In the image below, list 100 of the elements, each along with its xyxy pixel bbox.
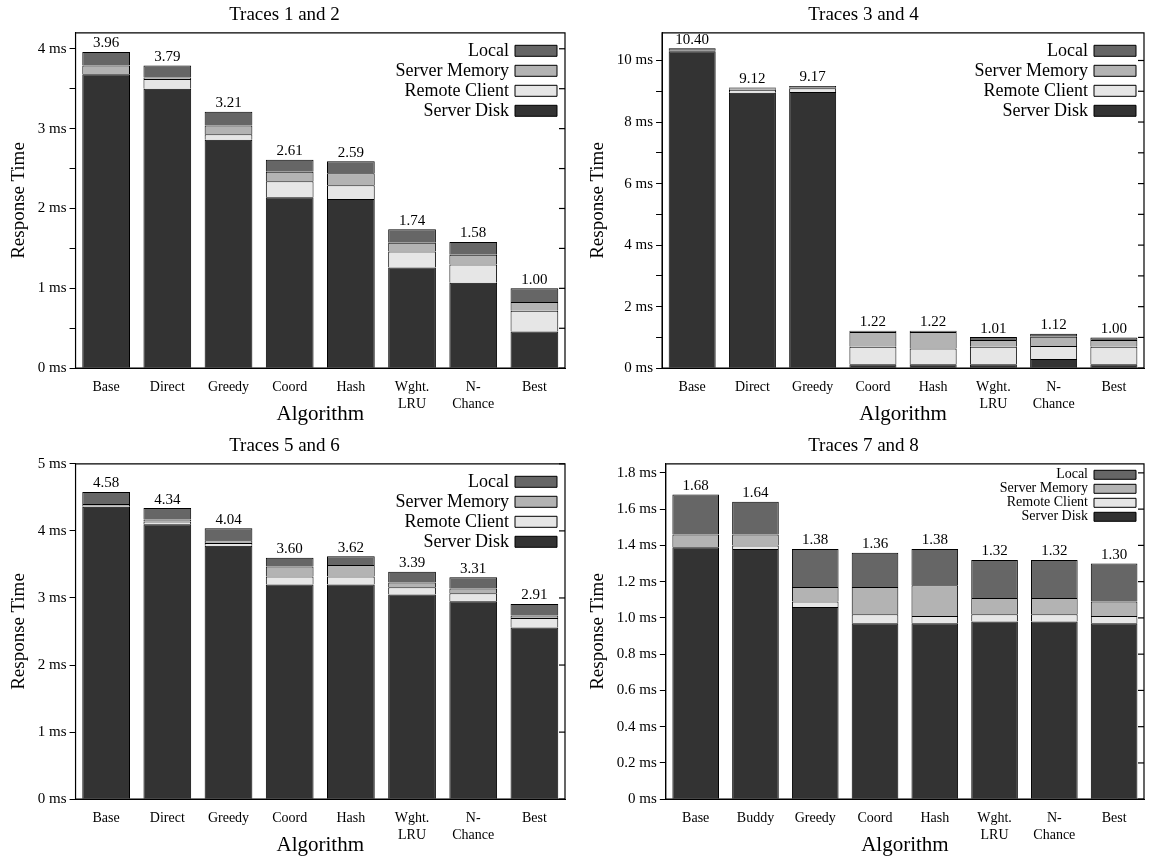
total-label: 1.32	[1041, 542, 1068, 559]
legend-label: Server Disk	[1021, 508, 1088, 524]
total-label: 1.68	[682, 477, 709, 494]
x-tick-label: Coord	[857, 810, 893, 826]
y-axis-title: Response Time	[586, 573, 608, 690]
y-tick-label: 1 ms	[37, 723, 67, 740]
legend-label: Server Disk	[423, 530, 509, 551]
x-tick-label: Hash	[920, 810, 950, 826]
y-tick-label: 1.6 ms	[616, 500, 657, 517]
total-label: 1.58	[460, 224, 487, 241]
y-tick-label: 1 ms	[37, 279, 67, 296]
total-label: 10.40	[675, 30, 710, 47]
x-tick-label: Best	[521, 379, 547, 395]
y-tick-label: 0 ms	[628, 790, 657, 807]
y-tick-label: 2 ms	[37, 199, 67, 216]
chart-title: Traces 5 and 6	[229, 434, 340, 456]
total-label: 1.36	[861, 535, 889, 552]
y-tick-label: 3 ms	[37, 119, 67, 136]
x-tick-label: Base	[92, 810, 120, 826]
total-label: 2.61	[276, 142, 303, 159]
total-label: 2.59	[337, 143, 364, 160]
total-label: 1.22	[859, 313, 887, 330]
total-label: 3.21	[215, 94, 242, 111]
y-axis-title: Response Time	[7, 142, 29, 259]
legend-label: Local	[1047, 39, 1088, 60]
legend-label: Server Memory	[974, 59, 1088, 80]
legend-label: Server Memory	[999, 480, 1088, 496]
y-tick-label: 10 ms	[616, 51, 654, 68]
x-tick-label: Wght. LRU	[394, 379, 430, 412]
total-label: 2.91	[521, 586, 548, 603]
x-axis-title: Algorithm	[276, 831, 365, 856]
x-tick-label: Coord	[855, 379, 891, 395]
x-tick-label: N- Chance	[452, 379, 495, 412]
x-tick-label: N- Chance	[1032, 379, 1075, 412]
x-tick-label: Direct	[149, 810, 185, 826]
total-label: 4.34	[154, 490, 181, 507]
total-label: 3.39	[398, 554, 426, 571]
x-tick-label: Wght. LRU	[976, 379, 1011, 412]
x-tick-label: Coord	[272, 379, 308, 395]
total-label: 1.38	[802, 531, 829, 548]
x-tick-label: N- Chance	[1033, 810, 1076, 843]
y-tick-label: 4 ms	[37, 521, 67, 538]
legend-label: Remote Client	[983, 79, 1088, 100]
x-tick-label: Base	[92, 379, 120, 395]
legend-label: Local	[1056, 466, 1089, 482]
total-label: 9.17	[799, 68, 827, 85]
total-label: 4.04	[215, 510, 243, 527]
legend-label: Server Disk	[1002, 99, 1088, 120]
y-tick-label: 0.2 ms	[616, 753, 657, 770]
y-tick-label: 4 ms	[37, 39, 67, 56]
x-tick-label: Coord	[272, 810, 308, 826]
x-tick-label: Best	[1101, 810, 1127, 826]
total-label: 1.22	[920, 313, 947, 330]
y-tick-label: 1.8 ms	[616, 463, 657, 480]
y-tick-label: 1.2 ms	[616, 572, 657, 589]
total-label: 1.30	[1100, 545, 1128, 562]
total-label: 3.79	[154, 47, 181, 64]
x-tick-label: Hash	[336, 379, 366, 395]
legend-label: Remote Client	[404, 510, 509, 531]
y-tick-label: 0 ms	[37, 359, 67, 376]
x-tick-label: Wght. LRU	[394, 810, 430, 843]
y-tick-label: 1.4 ms	[616, 536, 657, 553]
y-tick-label: 2 ms	[37, 655, 67, 672]
x-tick-label: Wght. LRU	[977, 810, 1012, 843]
total-label: 1.00	[521, 270, 548, 287]
y-tick-label: 0 ms	[37, 790, 67, 807]
y-tick-label: 6 ms	[624, 174, 654, 191]
x-tick-label: Best	[521, 810, 547, 826]
x-axis-title: Algorithm	[276, 400, 365, 425]
chart-title: Traces 3 and 4	[808, 3, 920, 25]
total-label: 1.00	[1100, 319, 1127, 336]
y-tick-label: 8 ms	[624, 112, 654, 129]
total-label: 1.32	[981, 542, 1008, 559]
total-label: 1.64	[742, 484, 770, 501]
x-tick-label: N- Chance	[452, 810, 495, 843]
legend-label: Server Memory	[395, 59, 509, 80]
legend-label: Remote Client	[1006, 494, 1089, 510]
y-tick-label: 1.0 ms	[616, 608, 657, 625]
legend-label: Server Disk	[423, 99, 509, 120]
x-tick-label: Base	[678, 379, 706, 395]
x-tick-label: Greedy	[794, 810, 836, 826]
x-tick-label: Hash	[918, 379, 948, 395]
total-label: 1.74	[398, 211, 426, 228]
y-tick-label: 2 ms	[624, 297, 654, 314]
total-label: 3.96	[93, 34, 120, 51]
y-tick-label: 0 ms	[624, 359, 654, 376]
x-tick-label: Greedy	[207, 379, 250, 395]
chart-title: Traces 7 and 8	[808, 434, 919, 456]
y-axis-title: Response Time	[586, 142, 608, 259]
x-tick-label: Best	[1101, 379, 1127, 395]
x-tick-label: Greedy	[792, 379, 834, 395]
total-label: 3.31	[460, 559, 487, 576]
total-label: 3.60	[276, 540, 303, 557]
x-axis-title: Algorithm	[859, 400, 947, 425]
legend-label: Remote Client	[404, 79, 509, 100]
y-tick-label: 4 ms	[624, 236, 654, 253]
chart-title: Traces 1 and 2	[229, 3, 340, 25]
x-tick-label: Hash	[336, 810, 366, 826]
legend-label: Local	[468, 470, 509, 491]
total-label: 3.62	[337, 538, 364, 555]
